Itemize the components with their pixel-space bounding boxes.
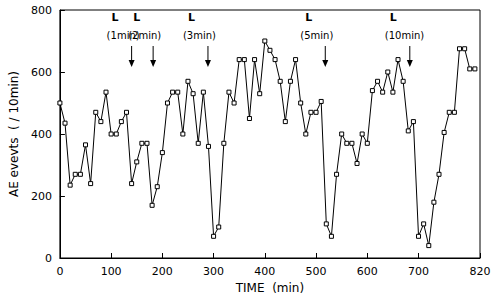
svg-text:400: 400	[254, 265, 275, 278]
svg-text:TIME (min): TIME (min)	[235, 281, 304, 295]
svg-text:L: L	[133, 11, 140, 24]
svg-text:L: L	[112, 11, 119, 24]
svg-text:(3min): (3min)	[183, 30, 216, 41]
svg-text:200: 200	[31, 190, 52, 203]
svg-text:(5min): (5min)	[300, 30, 333, 41]
svg-text:(10min): (10min)	[385, 30, 424, 41]
svg-text:0: 0	[56, 265, 63, 278]
svg-text:400: 400	[31, 128, 52, 141]
svg-text:AE evevts ( / 10min): AE evevts ( / 10min)	[7, 71, 21, 197]
svg-text:700: 700	[408, 265, 429, 278]
svg-text:800: 800	[31, 4, 52, 17]
svg-text:(2min): (2min)	[128, 30, 161, 41]
svg-text:0: 0	[45, 252, 52, 265]
svg-text:(1min): (1min)	[106, 29, 140, 41]
svg-text:600: 600	[357, 265, 378, 278]
svg-text:100: 100	[101, 265, 122, 278]
svg-text:200: 200	[152, 265, 173, 278]
svg-text:820: 820	[470, 265, 491, 278]
svg-text:600: 600	[31, 66, 52, 79]
svg-text:300: 300	[203, 265, 224, 278]
svg-text:L: L	[188, 11, 195, 24]
svg-text:L: L	[390, 11, 397, 24]
svg-text:L: L	[305, 11, 312, 24]
svg-text:500: 500	[306, 265, 327, 278]
